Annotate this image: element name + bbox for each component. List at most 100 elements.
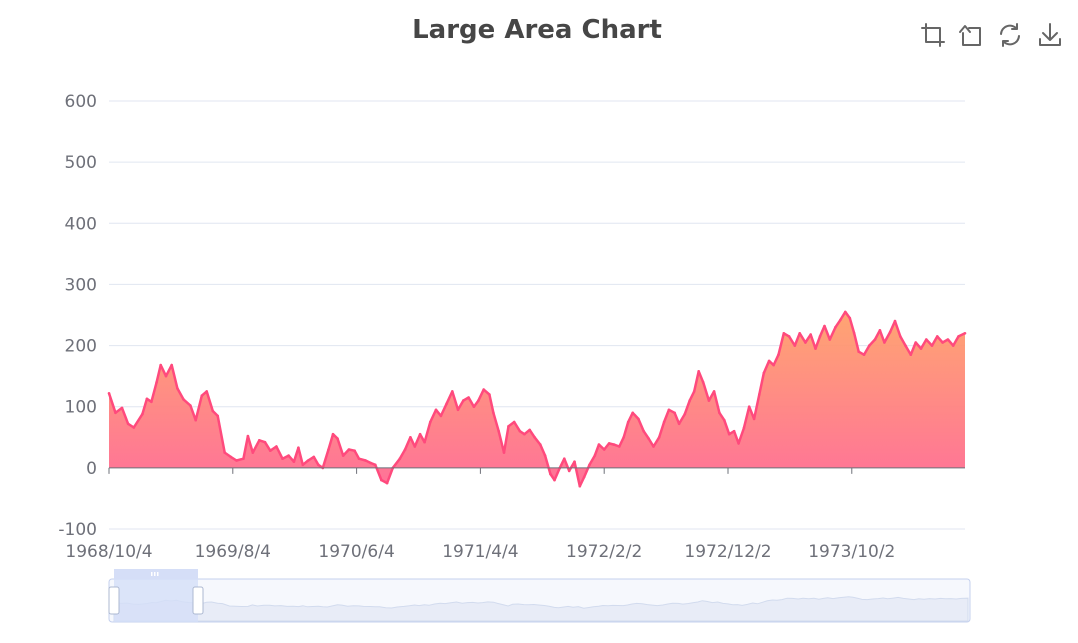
data-point (573, 460, 576, 464)
data-point (194, 418, 197, 422)
data-point (150, 400, 153, 404)
data-point (477, 399, 480, 402)
data-point (909, 353, 913, 357)
data-point (941, 341, 944, 344)
x-tick-label: 1971/4/4 (442, 542, 518, 562)
series-line (107, 310, 966, 488)
download-icon[interactable] (1037, 22, 1063, 48)
data-point (707, 399, 711, 402)
data-point (883, 341, 886, 344)
data-point (482, 388, 486, 391)
data-point (317, 463, 320, 467)
data-point (957, 335, 960, 338)
data-point (423, 440, 426, 444)
data-point (946, 338, 950, 341)
data-point (445, 402, 448, 406)
data-point (804, 341, 807, 344)
y-tick-label: 100 (65, 398, 97, 418)
datazoom-window[interactable] (114, 579, 198, 622)
x-tick-label: 1973/10/2 (808, 542, 895, 562)
data-point (772, 363, 775, 367)
data-point (667, 408, 671, 412)
datazoom-move-handle[interactable] (114, 569, 198, 579)
data-point (828, 338, 832, 341)
data-point (857, 350, 860, 354)
data-point (936, 335, 939, 338)
data-point (467, 396, 470, 399)
data-point (727, 432, 731, 436)
data-point (553, 478, 556, 482)
data-point (904, 344, 907, 347)
data-point (798, 332, 801, 335)
data-point (951, 344, 955, 347)
datazoom-preview (113, 596, 969, 622)
data-point (762, 371, 766, 375)
data-point (292, 460, 296, 464)
data-point (488, 393, 491, 396)
data-point (159, 363, 162, 367)
data-point (182, 398, 185, 401)
data-point (275, 445, 278, 448)
data-point (602, 448, 606, 451)
datazoom-left-handle[interactable] (108, 586, 120, 615)
zoom-select-icon[interactable] (920, 22, 946, 48)
data-point (413, 445, 417, 448)
data-point (341, 454, 345, 457)
data-point (409, 436, 412, 439)
toolbox (920, 22, 1063, 48)
data-point (205, 390, 208, 393)
data-point (612, 443, 616, 446)
data-point (549, 472, 552, 476)
data-point (873, 338, 877, 341)
datazoom-right-handle[interactable] (192, 586, 204, 615)
data-point (429, 420, 432, 424)
data-point (327, 448, 330, 451)
data-point (120, 406, 124, 410)
data-point (848, 316, 852, 320)
data-point (364, 459, 367, 462)
data-point (418, 432, 422, 436)
data-point (287, 454, 290, 457)
restore-icon[interactable] (997, 22, 1023, 48)
data-point (518, 429, 522, 433)
data-point (677, 422, 681, 426)
data-point (818, 335, 822, 338)
data-point (793, 344, 797, 347)
data-point (189, 404, 192, 407)
data-point (637, 417, 640, 421)
data-point (578, 484, 582, 488)
data-point (888, 330, 892, 334)
data-point (374, 463, 377, 467)
data-point (357, 457, 361, 461)
series-area (107, 310, 967, 488)
datazoom-slider[interactable] (108, 569, 971, 623)
data-point (331, 432, 335, 436)
zoom-reset-icon[interactable] (958, 22, 984, 48)
datazoom-grip-icon (151, 572, 159, 576)
x-tick-label: 1968/10/4 (65, 542, 152, 562)
x-tick-label: 1972/12/2 (684, 542, 771, 562)
data-point (170, 363, 173, 367)
data-point (155, 381, 158, 384)
data-point (223, 451, 226, 454)
data-point (523, 432, 526, 436)
data-point (380, 478, 383, 482)
data-point (164, 374, 168, 378)
data-point (692, 390, 696, 393)
data-point (723, 418, 726, 422)
data-point (512, 420, 516, 424)
data-point (868, 344, 871, 347)
data-point (434, 408, 438, 412)
data-point (543, 454, 547, 457)
data-point (809, 333, 812, 336)
y-tick-label: 400 (65, 214, 97, 234)
data-point (456, 408, 460, 412)
data-point (767, 359, 771, 363)
data-point (642, 429, 645, 433)
data-point (242, 457, 245, 461)
data-point (607, 442, 611, 445)
data-point (712, 390, 716, 393)
data-point (893, 319, 897, 323)
data-point (216, 414, 219, 418)
data-point (141, 412, 144, 416)
